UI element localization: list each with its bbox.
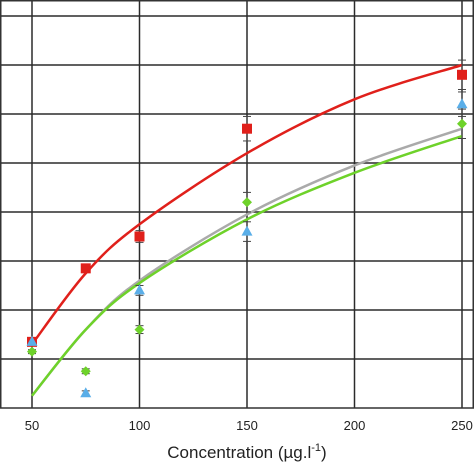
x-tick-label: 100 [129, 418, 151, 433]
series-1-point [242, 123, 252, 134]
fit-curve-1 [31, 63, 463, 346]
series-1-point [457, 69, 467, 80]
x-tick-label: 50 [25, 418, 39, 433]
x-tick-label: 200 [344, 418, 366, 433]
data-points [26, 69, 468, 398]
series-2-point [241, 225, 253, 236]
series-3-point [27, 346, 37, 357]
series-1-point [80, 263, 91, 274]
series-3-point [80, 366, 91, 377]
grid [0, 0, 474, 408]
series-2-point [134, 284, 145, 295]
series-1-point [134, 231, 145, 242]
x-tick-label: 150 [236, 418, 258, 433]
plot-frame [0, 0, 474, 409]
series-2-point [26, 335, 38, 346]
x-axis-title: Concentration (µg.l-1) [167, 442, 326, 462]
series-2-point [80, 387, 92, 398]
fit-curve-3 [31, 134, 463, 397]
series-2-point [456, 98, 468, 109]
x-tick-labels: 50 100 150 200 250 [25, 418, 473, 433]
fit-curves [31, 63, 463, 397]
x-tick-label: 250 [451, 418, 473, 433]
series-3-point [242, 197, 252, 208]
series-3-point [457, 118, 467, 129]
series-3-point [134, 324, 145, 335]
